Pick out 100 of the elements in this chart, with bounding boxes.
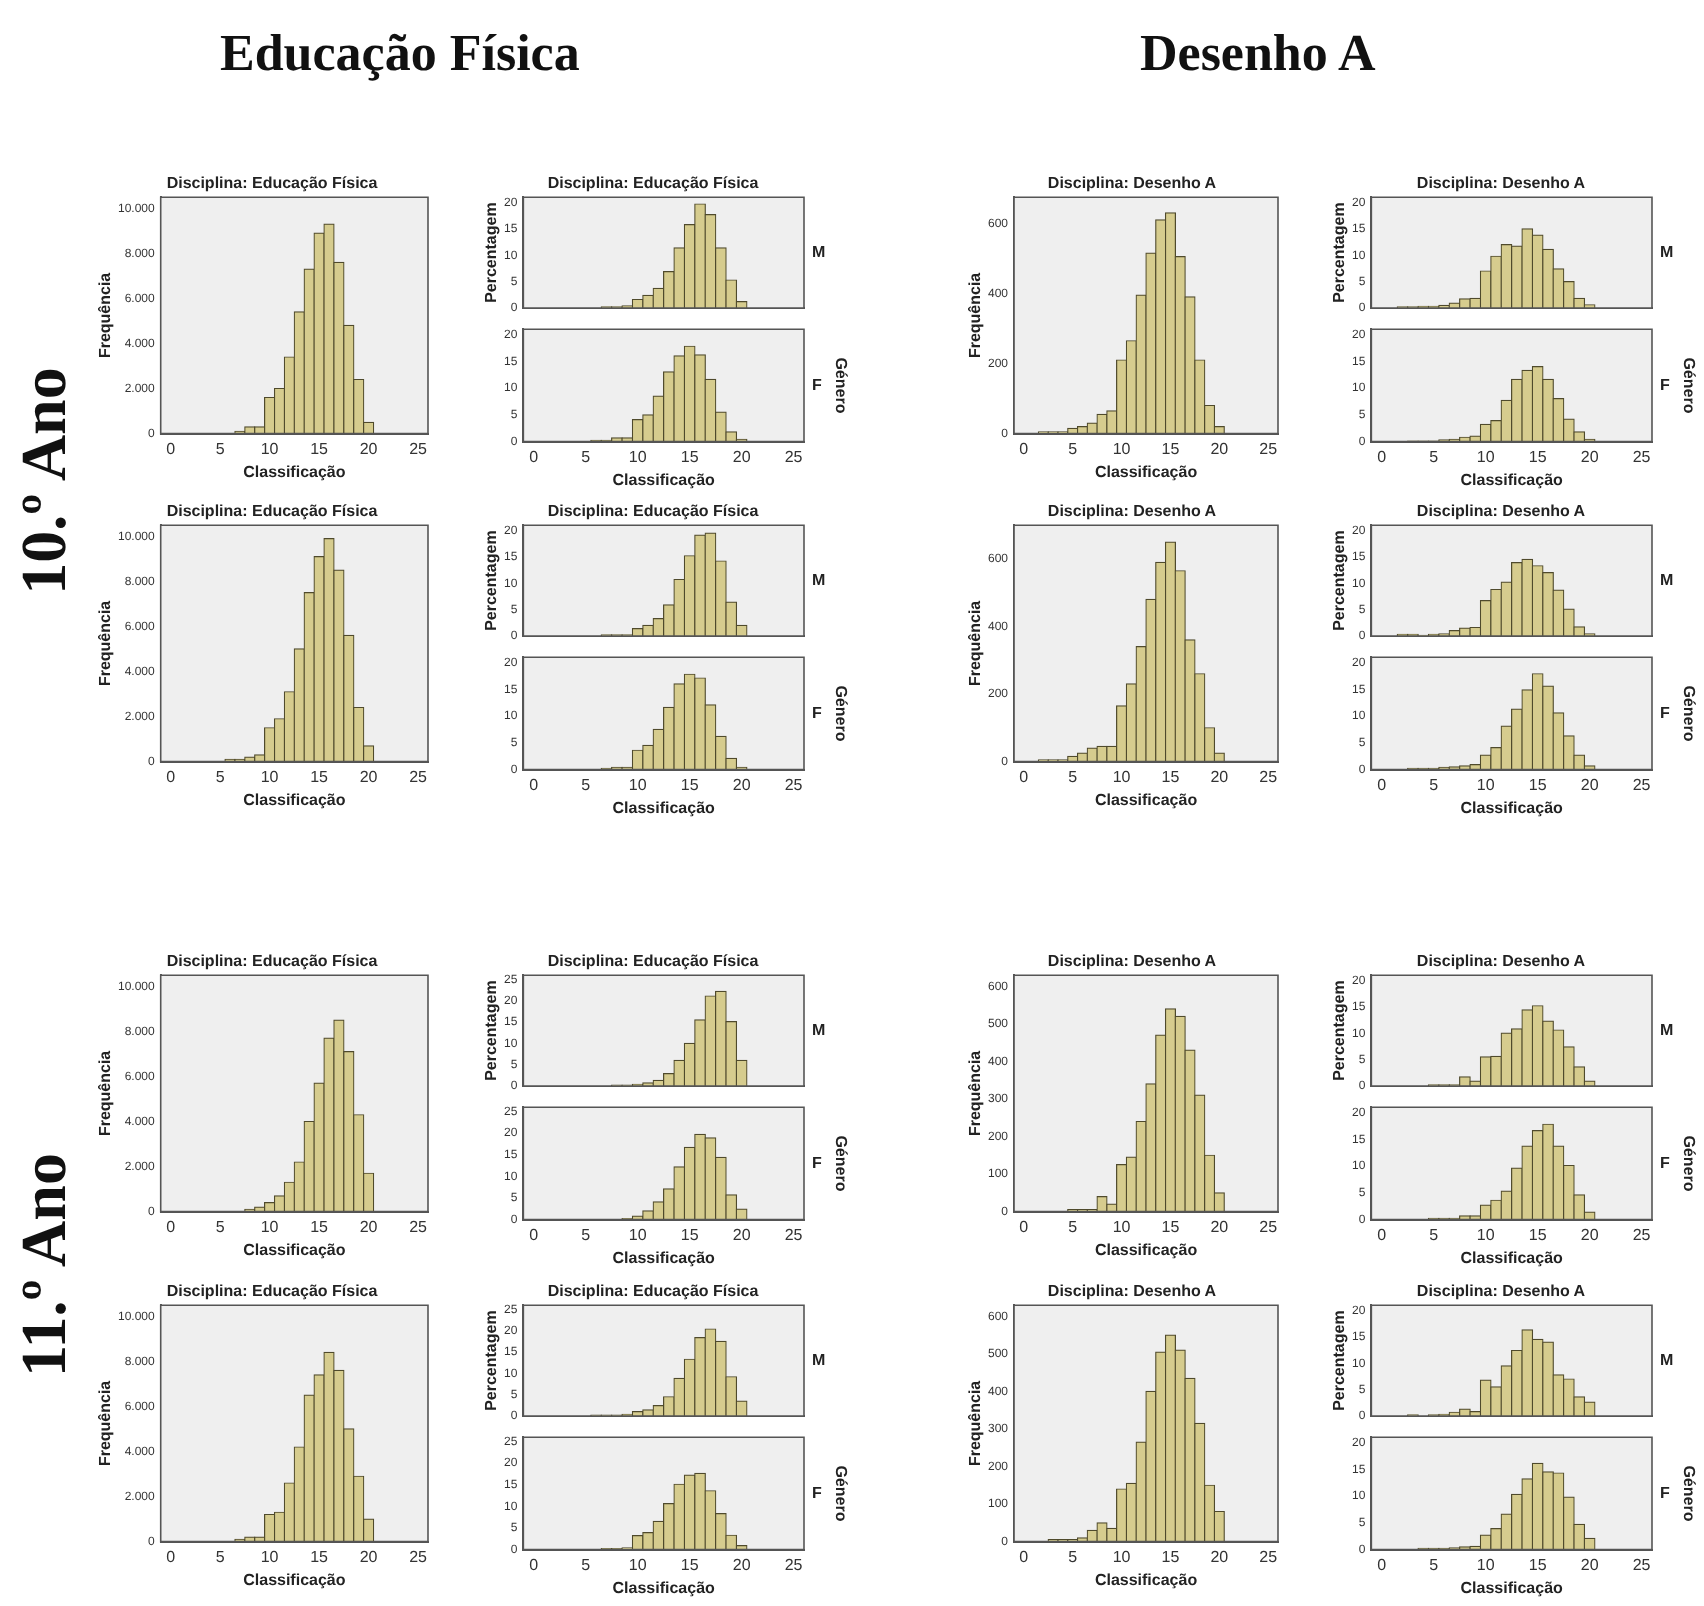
x-tick-label: 5: [581, 1555, 592, 1574]
y2-axis-title: Género: [831, 1135, 850, 1192]
x-tick-label: 5: [1068, 767, 1079, 786]
chart-title: Disciplina: Desenho A: [1416, 1282, 1586, 1301]
x-tick-label: 5: [215, 767, 226, 786]
x-tick-label: 25: [409, 1217, 429, 1236]
x-tick-label: 20: [1210, 1547, 1230, 1566]
x-tick-label: 10: [628, 775, 648, 794]
chart-title: Disciplina: Educação Física: [166, 174, 379, 193]
text: F: [812, 375, 822, 394]
y-axis-title: Frequência: [96, 599, 115, 687]
x-tick-label: 15: [310, 1547, 330, 1566]
x-tick-label: 0: [1019, 439, 1030, 458]
x-tick-label: 25: [784, 447, 804, 466]
x-tick-label: 5: [215, 1547, 226, 1566]
y-axis-title: Frequência: [966, 599, 985, 687]
y2-axis-title: Género: [1679, 1135, 1698, 1192]
x-tick-label: 0: [166, 1547, 177, 1566]
x-tick-label: 10: [628, 447, 648, 466]
text: F: [812, 1153, 822, 1172]
y-axis-title: Frequência: [966, 1379, 985, 1467]
x-tick-label: 25: [784, 1225, 804, 1244]
text: F: [812, 1483, 822, 1502]
x-tick-label: 10: [1112, 439, 1132, 458]
x-axis-title: Classificação: [1460, 1248, 1564, 1267]
x-tick-label: 20: [359, 1547, 379, 1566]
x-tick-label: 5: [1068, 439, 1079, 458]
x-tick-label: 20: [732, 775, 752, 794]
x-tick-label: 20: [1580, 447, 1600, 466]
text: Desenho A: [1140, 24, 1376, 84]
x-tick-label: 15: [1528, 1225, 1548, 1244]
x-tick-label: 20: [359, 439, 379, 458]
x-tick-label: 15: [310, 1217, 330, 1236]
x-tick-label: 0: [1377, 1225, 1388, 1244]
x-tick-label: 5: [581, 1225, 592, 1244]
x-tick-label: 25: [409, 1547, 429, 1566]
x-tick-label: 0: [529, 1225, 540, 1244]
chart-title: Disciplina: Desenho A: [1416, 952, 1586, 971]
y-axis-title: Percentagem: [1330, 202, 1349, 303]
x-tick-label: 15: [1161, 1547, 1181, 1566]
x-tick-label: 0: [1377, 1555, 1388, 1574]
x-tick-label: 0: [1377, 447, 1388, 466]
y2-axis-title: Género: [831, 1465, 850, 1522]
x-tick-label: 25: [1259, 439, 1279, 458]
x-tick-label: 25: [1632, 1225, 1652, 1244]
x-tick-label: 10: [1476, 447, 1496, 466]
chart-title: Disciplina: Desenho A: [1416, 174, 1586, 193]
y-axis-title: Frequência: [96, 271, 115, 359]
x-tick-label: 15: [310, 767, 330, 786]
x-tick-label: 15: [680, 1555, 700, 1574]
y-axis-title: Percentagem: [482, 1310, 501, 1411]
x-tick-label: 0: [166, 439, 177, 458]
x-axis-title: Classificação: [243, 1570, 346, 1589]
x-tick-label: 5: [1429, 1555, 1440, 1574]
x-tick-label: 15: [1528, 447, 1548, 466]
x-axis-title: Classificação: [1460, 1578, 1564, 1597]
x-tick-label: 15: [1528, 1555, 1548, 1574]
x-tick-label: 25: [1632, 447, 1652, 466]
x-tick-label: 0: [166, 1217, 177, 1236]
x-tick-label: 10: [1112, 767, 1132, 786]
x-axis-title: Classificação: [243, 1240, 346, 1259]
x-tick-label: 0: [1377, 775, 1388, 794]
y-axis-title: Percentagem: [1330, 530, 1349, 631]
chart-title: Disciplina: Educação Física: [166, 952, 379, 971]
y-axis-title: Percentagem: [482, 980, 501, 1081]
y-axis-title: Frequência: [966, 271, 985, 359]
x-tick-label: 5: [215, 439, 226, 458]
y-axis-title: Percentagem: [1330, 980, 1349, 1081]
chart-title: Disciplina: Desenho A: [1047, 1282, 1217, 1301]
text: F: [1660, 1153, 1670, 1172]
x-tick-label: 0: [529, 775, 540, 794]
x-tick-label: 20: [1210, 1217, 1230, 1236]
x-tick-label: 20: [1580, 1555, 1600, 1574]
x-tick-label: 10: [1112, 1547, 1132, 1566]
x-tick-label: 25: [409, 767, 429, 786]
y-axis-title: Frequência: [96, 1049, 115, 1137]
x-tick-label: 10: [1112, 1217, 1132, 1236]
y2-axis-title: Género: [1679, 357, 1698, 414]
y2-axis-title: Género: [1679, 1465, 1698, 1522]
x-axis-title: Classificação: [612, 470, 716, 489]
x-tick-label: 10: [260, 439, 280, 458]
x-tick-label: 10: [1476, 775, 1496, 794]
text: 11.º Ano: [6, 1152, 81, 1376]
x-tick-label: 25: [1632, 775, 1652, 794]
text: M: [812, 571, 826, 590]
x-tick-label: 0: [1019, 1217, 1030, 1236]
text: F: [812, 703, 822, 722]
x-tick-label: 25: [1259, 1217, 1279, 1236]
x-tick-label: 5: [1429, 447, 1440, 466]
x-tick-label: 20: [732, 447, 752, 466]
x-tick-label: 5: [1429, 775, 1440, 794]
x-axis-title: Classificação: [1094, 1240, 1198, 1259]
text: 10.º Ano: [6, 366, 81, 594]
x-tick-label: 20: [1580, 775, 1600, 794]
text: M: [1660, 243, 1674, 262]
chart-title: Disciplina: Desenho A: [1047, 952, 1217, 971]
x-tick-label: 20: [359, 1217, 379, 1236]
y-axis-title: Frequência: [96, 1379, 115, 1467]
text: M: [1660, 1351, 1674, 1370]
x-tick-label: 15: [1161, 767, 1181, 786]
